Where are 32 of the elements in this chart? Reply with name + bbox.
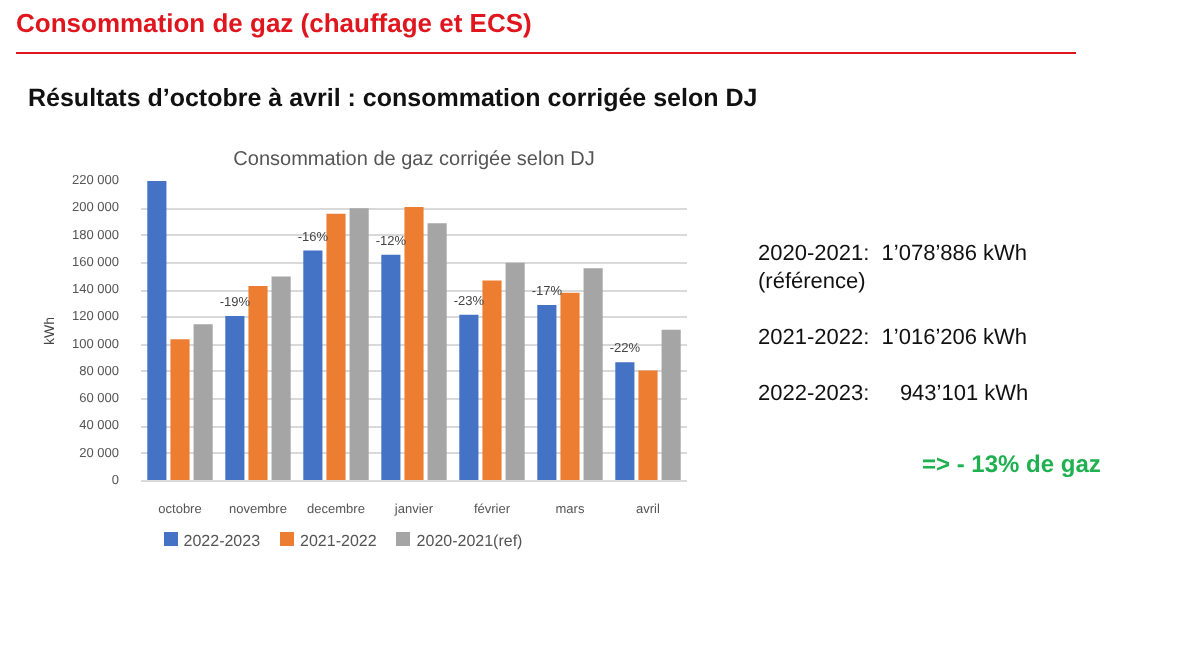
- legend-label: 2022-2023: [183, 532, 261, 550]
- bar: [381, 254, 401, 481]
- bar: [661, 329, 681, 481]
- text: Consommation de gaz (chauffage et ECS): [16, 8, 534, 40]
- text: 2020-2021: 1’078’886 kWh: [758, 240, 1030, 268]
- text: 2022-2023: 943’101 kWh: [758, 380, 1031, 408]
- bar: [459, 314, 479, 481]
- bar: [638, 370, 658, 481]
- chart-title: Consommation de gaz corrigée selon DJ: [233, 149, 595, 171]
- bar: [193, 324, 213, 481]
- bar: [482, 280, 502, 481]
- text: 2021-2022: 1’016’206 kWh: [758, 324, 1030, 352]
- bar: [303, 250, 323, 481]
- legend-label: 2021-2022: [300, 532, 377, 550]
- bar: [615, 362, 635, 481]
- bar: [147, 181, 167, 481]
- bar: [326, 213, 346, 481]
- bar: [537, 305, 557, 481]
- bar: [560, 292, 580, 481]
- bar: [248, 286, 268, 481]
- bar: [404, 206, 424, 481]
- bar: [349, 208, 369, 481]
- bar: [225, 316, 245, 481]
- text: Résultats d’octobre à avril : consommation corrigée selon DJ: [28, 82, 760, 114]
- bar: [271, 276, 291, 481]
- bar: [505, 262, 525, 481]
- bar: [170, 339, 190, 481]
- bar: [427, 223, 447, 481]
- text: (référence): [758, 268, 868, 296]
- legend-label: 2020-2021(ref): [416, 532, 523, 550]
- text: => - 13% de gaz: [920, 448, 1101, 482]
- bar: [583, 268, 603, 481]
